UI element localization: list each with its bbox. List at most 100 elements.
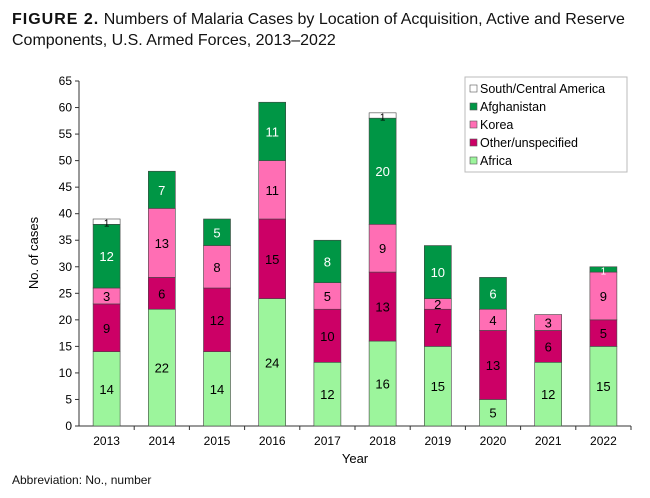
data-label: 2 (434, 297, 441, 312)
bar-segment (479, 330, 507, 400)
data-label: 9 (379, 241, 386, 256)
data-label: 5 (489, 406, 496, 421)
bar-segment (368, 112, 397, 119)
y-tick-label: 15 (59, 339, 73, 353)
bar-segment (368, 340, 397, 427)
data-label: 6 (158, 286, 165, 301)
data-label: 1 (601, 266, 607, 277)
data-label: 8 (213, 260, 220, 275)
legend-swatch (469, 138, 478, 147)
bar-segment (313, 239, 342, 283)
data-label: 9 (600, 289, 607, 304)
figure-number: FIGURE 2. (12, 11, 100, 28)
data-label: 1 (104, 219, 110, 230)
legend-label: Other/unspecified (480, 136, 578, 150)
bar-segment (313, 308, 342, 363)
data-label: 3 (545, 316, 552, 331)
legend-label: Africa (480, 154, 512, 168)
legend-swatch (469, 120, 478, 129)
data-label: 9 (103, 321, 110, 336)
y-tick-label: 20 (59, 313, 73, 327)
bar-segment (368, 117, 397, 225)
data-label: 13 (375, 300, 389, 315)
data-label: 6 (545, 339, 552, 354)
bar-segment (313, 282, 342, 310)
y-tick-label: 60 (59, 101, 73, 115)
data-label: 12 (210, 313, 224, 328)
data-label: 8 (324, 254, 331, 269)
data-label: 13 (155, 236, 169, 251)
bar-segment (313, 362, 342, 427)
legend-label: Korea (480, 118, 513, 132)
data-label: 14 (210, 382, 224, 397)
x-tick-label: 2018 (369, 434, 396, 448)
data-label: 10 (320, 329, 334, 344)
x-tick-label: 2020 (480, 434, 507, 448)
bar-segment (203, 218, 231, 246)
bar-segment (479, 399, 507, 427)
x-tick-label: 2013 (93, 434, 120, 448)
bar-segment (534, 330, 563, 363)
bar-segment (92, 351, 121, 427)
data-label: 10 (431, 265, 445, 280)
y-tick-label: 10 (59, 366, 73, 380)
bar-segment (589, 266, 618, 273)
legend-label: South/Central America (480, 82, 605, 96)
x-tick-label: 2022 (590, 434, 617, 448)
data-label: 12 (99, 249, 113, 264)
bar-segment (92, 224, 121, 289)
bar-segment (534, 314, 563, 331)
y-tick-label: 30 (59, 260, 73, 274)
y-tick-label: 35 (59, 233, 73, 247)
y-tick-label: 0 (65, 419, 72, 433)
data-label: 12 (320, 387, 334, 402)
data-label: 15 (431, 379, 445, 394)
legend-label: Afghanistan (480, 100, 546, 114)
x-tick-label: 2014 (148, 434, 175, 448)
data-label: 20 (375, 164, 389, 179)
y-axis-title: No. of cases (26, 216, 41, 289)
y-tick-label: 50 (59, 154, 73, 168)
bar-segment (423, 245, 452, 299)
data-label: 5 (324, 289, 331, 304)
bar-segment (203, 351, 231, 427)
figure-title: FIGURE 2. Numbers of Malaria Cases by Lo… (12, 9, 642, 51)
x-tick-label: 2019 (424, 434, 451, 448)
bar-segment (258, 218, 287, 299)
data-label: 14 (99, 382, 113, 397)
data-label: 4 (489, 313, 496, 328)
figure-title-text: Numbers of Malaria Cases by Location of … (12, 11, 625, 49)
bar-segment (92, 218, 121, 225)
y-tick-label: 45 (59, 180, 73, 194)
bar-segment (203, 287, 231, 352)
bar-segment (534, 362, 563, 427)
data-label: 11 (265, 124, 279, 139)
data-label: 12 (541, 387, 555, 402)
bar-segment (92, 303, 121, 352)
data-label: 15 (265, 252, 279, 267)
y-tick-label: 5 (65, 392, 72, 406)
data-label: 22 (155, 361, 169, 376)
data-label: 7 (434, 321, 441, 336)
legend-swatch (469, 84, 478, 93)
bar-segment (589, 271, 618, 321)
x-tick-label: 2017 (314, 434, 341, 448)
x-tick-label: 2021 (535, 434, 562, 448)
y-tick-label: 55 (59, 127, 73, 141)
x-tick-label: 2015 (204, 434, 231, 448)
data-label: 24 (265, 355, 279, 370)
data-label: 1 (380, 113, 386, 124)
y-tick-label: 40 (59, 207, 73, 221)
data-label: 5 (213, 225, 220, 240)
legend-swatch (469, 156, 478, 165)
bar-segment (148, 277, 176, 310)
data-label: 16 (375, 377, 389, 392)
y-tick-label: 25 (59, 286, 73, 300)
bar-segment (203, 245, 231, 289)
data-label: 3 (103, 289, 110, 304)
data-label: 7 (158, 183, 165, 198)
legend-swatch (469, 102, 478, 111)
data-label: 5 (600, 326, 607, 341)
